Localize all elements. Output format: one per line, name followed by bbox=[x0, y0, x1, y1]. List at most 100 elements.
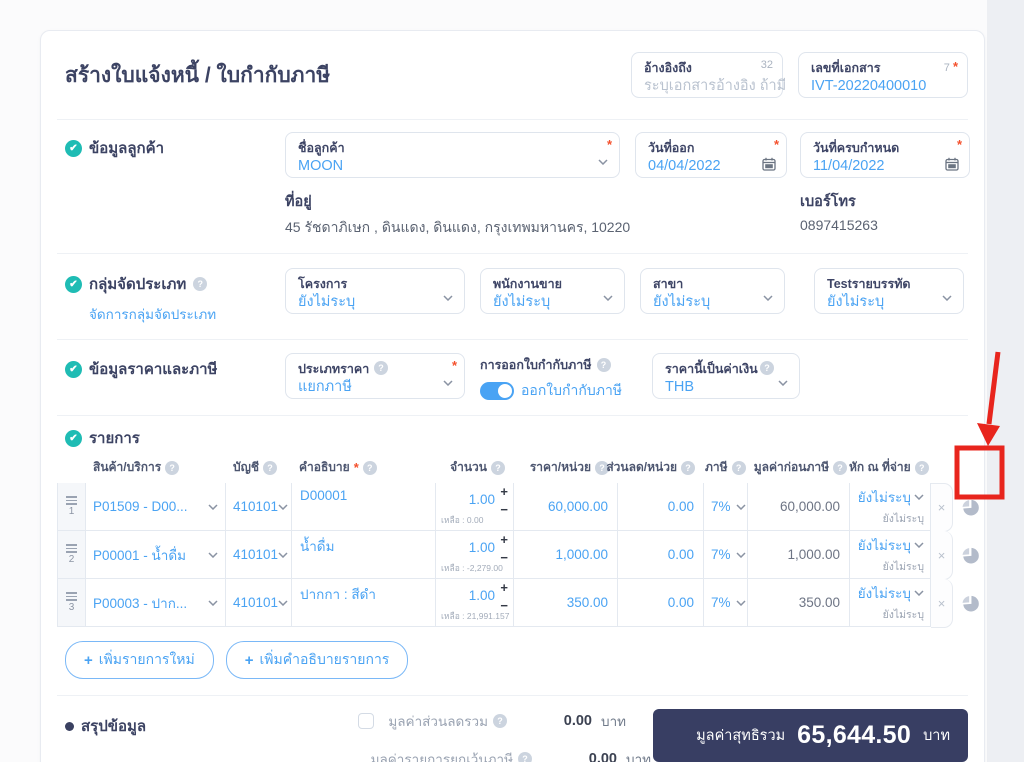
document-number-field[interactable]: เลขที่เอกสาร 7 * IVT-20220400010 bbox=[798, 52, 968, 98]
quantity-input[interactable]: 1.00 + − เหลือ : 21,991.157 bbox=[435, 579, 513, 627]
help-icon[interactable]: ? bbox=[833, 460, 847, 475]
help-icon[interactable]: ? bbox=[596, 358, 611, 372]
allocation-pie-icon[interactable] bbox=[953, 483, 987, 531]
allocation-pie-icon[interactable] bbox=[953, 579, 987, 627]
help-icon[interactable]: ? bbox=[374, 361, 388, 375]
quantity-input[interactable]: 1.00 + − เหลือ : -2,279.00 bbox=[435, 531, 513, 579]
quantity-input[interactable]: 1.00 + − เหลือ : 0.00 bbox=[435, 483, 513, 531]
help-icon[interactable]: ? bbox=[760, 361, 774, 375]
chevron-down-icon bbox=[735, 599, 746, 606]
decrement-button[interactable]: − bbox=[500, 550, 508, 565]
tax-select[interactable]: 7% bbox=[703, 483, 747, 531]
remove-row-button[interactable]: × bbox=[931, 531, 953, 580]
withholding-select[interactable]: ยังไม่ระบุ ยังไม่ระบุ bbox=[849, 483, 931, 531]
drag-handle[interactable]: 3 bbox=[57, 579, 85, 627]
tax-select[interactable]: 7% bbox=[703, 579, 747, 627]
price-type-select[interactable]: ประเภทราคา ? * แยกภาษี bbox=[285, 353, 465, 399]
chevron-down-icon bbox=[942, 295, 952, 301]
unit-price-input[interactable]: 350.00 bbox=[513, 579, 617, 627]
tax-invoice-toggle[interactable] bbox=[480, 382, 514, 400]
close-icon: × bbox=[937, 500, 946, 515]
invoice-form-card: สร้างใบแจ้งหนี้ / ใบกำกับภาษี อ้างอิงถึง… bbox=[40, 30, 985, 762]
remaining-stock: เหลือ : 0.00 bbox=[441, 515, 484, 525]
phone-value: 0897415263 bbox=[800, 217, 878, 233]
allocation-pie-icon[interactable] bbox=[953, 531, 987, 579]
calendar-icon[interactable] bbox=[945, 157, 959, 171]
help-icon[interactable]: ? bbox=[493, 714, 507, 728]
summary-section-label: สรุปข้อมูล bbox=[65, 714, 285, 738]
issue-date-field[interactable]: วันที่ออก * 04/04/2022 bbox=[635, 132, 787, 178]
discount-input[interactable]: 0.00 bbox=[617, 483, 703, 531]
due-date-field[interactable]: วันที่ครบกำหนด * 11/04/2022 bbox=[800, 132, 970, 178]
help-icon[interactable]: ? bbox=[731, 460, 746, 475]
reference-field[interactable]: อ้างอิงถึง 32 ระบุเอกสารอ้างอิง ถ้ามี bbox=[631, 52, 787, 98]
help-icon[interactable]: ? bbox=[491, 460, 505, 475]
items-section-label: ✔ รายการ bbox=[57, 426, 968, 450]
product-select[interactable]: P00003 - ปาก... bbox=[85, 579, 225, 627]
account-select[interactable]: 410101 bbox=[225, 483, 291, 531]
calendar-icon[interactable] bbox=[762, 157, 776, 171]
remove-row-button[interactable]: × bbox=[931, 483, 953, 532]
customer-name-select[interactable]: ชื่อลูกค้า * MOON bbox=[285, 132, 620, 178]
account-select[interactable]: 410101 bbox=[225, 579, 291, 627]
tax-select[interactable]: 7% bbox=[703, 531, 747, 579]
help-icon[interactable]: ? bbox=[681, 460, 695, 475]
manage-category-link[interactable]: จัดการกลุ่มจัดประเภท bbox=[89, 307, 217, 322]
unit-price-input[interactable]: 1,000.00 bbox=[513, 531, 617, 579]
withholding-select[interactable]: ยังไม่ระบุ ยังไม่ระบุ bbox=[849, 579, 931, 627]
reference-placeholder: ระบุเอกสารอ้างอิง ถ้ามี bbox=[644, 78, 787, 94]
help-icon[interactable]: ? bbox=[362, 460, 377, 475]
test-line-select[interactable]: Testรายบรรทัด ยังไม่ระบุ bbox=[814, 268, 964, 314]
chevron-down-icon bbox=[914, 590, 924, 596]
description-input[interactable]: ปากกา : สีดำ bbox=[291, 579, 435, 627]
account-select[interactable]: 410101 bbox=[225, 531, 291, 579]
help-icon[interactable]: ? bbox=[263, 460, 277, 475]
help-icon[interactable]: ? bbox=[595, 460, 609, 475]
description-input[interactable]: D00001 bbox=[291, 483, 435, 531]
branch-select[interactable]: สาขา ยังไม่ระบุ bbox=[640, 268, 785, 314]
chevron-down-icon bbox=[598, 159, 608, 165]
drag-handle[interactable]: 1 bbox=[57, 483, 85, 531]
withholding-select[interactable]: ยังไม่ระบุ ยังไม่ระบุ bbox=[849, 531, 931, 579]
salesperson-select[interactable]: พนักงานขาย ยังไม่ระบุ bbox=[480, 268, 625, 314]
items-section: ✔ รายการ สินค้า/บริการ? บัญชี? คำอธิบาย *… bbox=[57, 415, 979, 695]
close-icon: × bbox=[937, 595, 946, 611]
address-label: ที่อยู่ bbox=[285, 194, 312, 210]
help-icon[interactable]: ? bbox=[518, 752, 532, 762]
chevron-down-icon bbox=[735, 551, 746, 558]
scroll-gutter[interactable] bbox=[987, 0, 1024, 762]
issue-date-value: 04/04/2022 bbox=[648, 158, 721, 174]
help-icon[interactable]: ? bbox=[165, 460, 180, 475]
summary-section: สรุปข้อมูล มูลค่าส่วนลดรวม ? 0.00 บาท มู… bbox=[57, 695, 968, 762]
project-select[interactable]: โครงการ ยังไม่ระบุ bbox=[285, 268, 465, 314]
help-icon[interactable]: ? bbox=[914, 460, 929, 475]
product-select[interactable]: P01509 - D00... bbox=[85, 483, 225, 531]
check-icon: ✔ bbox=[65, 139, 82, 157]
decrement-button[interactable]: − bbox=[500, 502, 508, 517]
due-date-value: 11/04/2022 bbox=[813, 158, 885, 174]
discount-input[interactable]: 0.00 bbox=[617, 579, 703, 627]
add-description-button[interactable]: + เพิ่มคำอธิบายรายการ bbox=[225, 641, 409, 679]
bullet-icon bbox=[65, 721, 74, 731]
remove-row-button[interactable]: × bbox=[931, 579, 953, 628]
plus-icon: + bbox=[244, 651, 254, 669]
remaining-stock: เหลือ : -2,279.00 bbox=[441, 563, 503, 573]
total-discount-checkbox[interactable] bbox=[358, 713, 375, 729]
description-input[interactable]: น้ำดื่ม bbox=[291, 531, 435, 579]
currency-select[interactable]: ราคานี้เป็นค่าเงิน ? THB bbox=[652, 353, 800, 399]
product-select[interactable]: P00001 - น้ำดื่ม bbox=[85, 531, 225, 579]
increment-button[interactable]: + bbox=[500, 580, 508, 595]
discount-input[interactable]: 0.00 bbox=[617, 531, 703, 579]
increment-button[interactable]: + bbox=[500, 532, 508, 547]
unit-price-input[interactable]: 60,000.00 bbox=[513, 483, 617, 531]
drag-grip-icon bbox=[66, 592, 77, 601]
add-item-button[interactable]: + เพิ่มรายการใหม่ bbox=[65, 641, 214, 679]
help-icon[interactable]: ? bbox=[193, 277, 208, 291]
chevron-down-icon bbox=[208, 503, 218, 510]
increment-button[interactable]: + bbox=[500, 484, 508, 499]
decrement-button[interactable]: − bbox=[500, 598, 508, 613]
summary-row: มูลค่ารายการยกเว้นภาษี ? 0.00 บาท bbox=[285, 748, 968, 762]
category-section: ✔ กลุ่มจัดประเภท ? จัดการกลุ่มจัดประเภท … bbox=[57, 253, 968, 339]
drag-handle[interactable]: 2 bbox=[57, 531, 85, 579]
